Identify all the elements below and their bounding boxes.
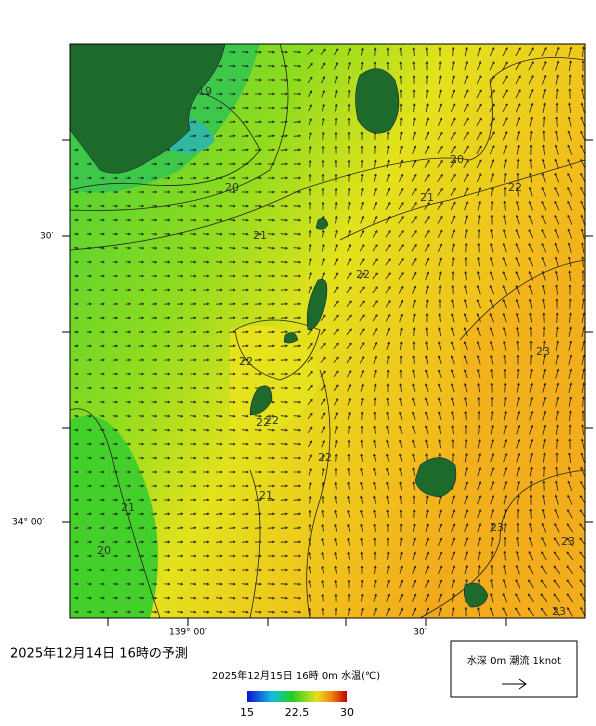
contour-label: 19 [198, 85, 212, 98]
island [283, 332, 299, 344]
colorbar-ticks: 15 22.5 30 [240, 706, 354, 719]
colorbar [247, 691, 347, 702]
map-frame [69, 43, 586, 619]
cool-water [70, 415, 158, 618]
contour-label: 23 [552, 605, 566, 618]
contour-label: 22 [318, 451, 332, 464]
contour-label: 21 [121, 501, 135, 514]
contour-label: 21 [420, 191, 434, 204]
contour-label: 22 [356, 268, 370, 281]
island [306, 278, 328, 331]
warm-patch [440, 272, 585, 618]
colorbar-tick-label: 22.5 [285, 706, 310, 719]
lat-label: 30′ [40, 232, 54, 242]
contour-label: 21 [253, 229, 267, 242]
island [355, 68, 400, 134]
contour-label: 20 [97, 544, 111, 557]
contour-label: 23 [561, 535, 575, 548]
island [463, 582, 489, 608]
legend-arrow [502, 678, 527, 690]
contours [70, 44, 585, 618]
contour-label: 20 [450, 153, 464, 166]
land [70, 44, 489, 608]
lon-label: 139° 00′ [169, 628, 207, 638]
map-title: 2025年12月15日 16時 0m 水温(℃) [212, 669, 380, 682]
lon-label: 30′ [413, 628, 427, 638]
legend-text: 水深 0m 潮流 1knot [467, 654, 561, 667]
contour-label: 22 [265, 414, 279, 427]
island [414, 457, 457, 498]
graticule-ticks [62, 139, 593, 626]
contour-label: 22 [508, 181, 522, 194]
peninsula [70, 44, 226, 174]
colorbar-tick-label: 15 [240, 706, 254, 719]
contour-label: 22 [239, 355, 253, 368]
legend-box [450, 640, 578, 698]
contour-label: 23 [490, 521, 504, 534]
colorbar-tick-label: 30 [340, 706, 354, 719]
lat-label: 34° 00′ [12, 518, 44, 528]
contour-label: 22 [256, 416, 270, 429]
contour-label: 21 [259, 489, 273, 502]
contour-label: 23 [536, 345, 550, 358]
island [249, 385, 273, 416]
contour-label: 20 [225, 181, 239, 194]
forecast-title: 2025年12月14日 16時の予測 [10, 647, 188, 662]
island [315, 218, 329, 230]
